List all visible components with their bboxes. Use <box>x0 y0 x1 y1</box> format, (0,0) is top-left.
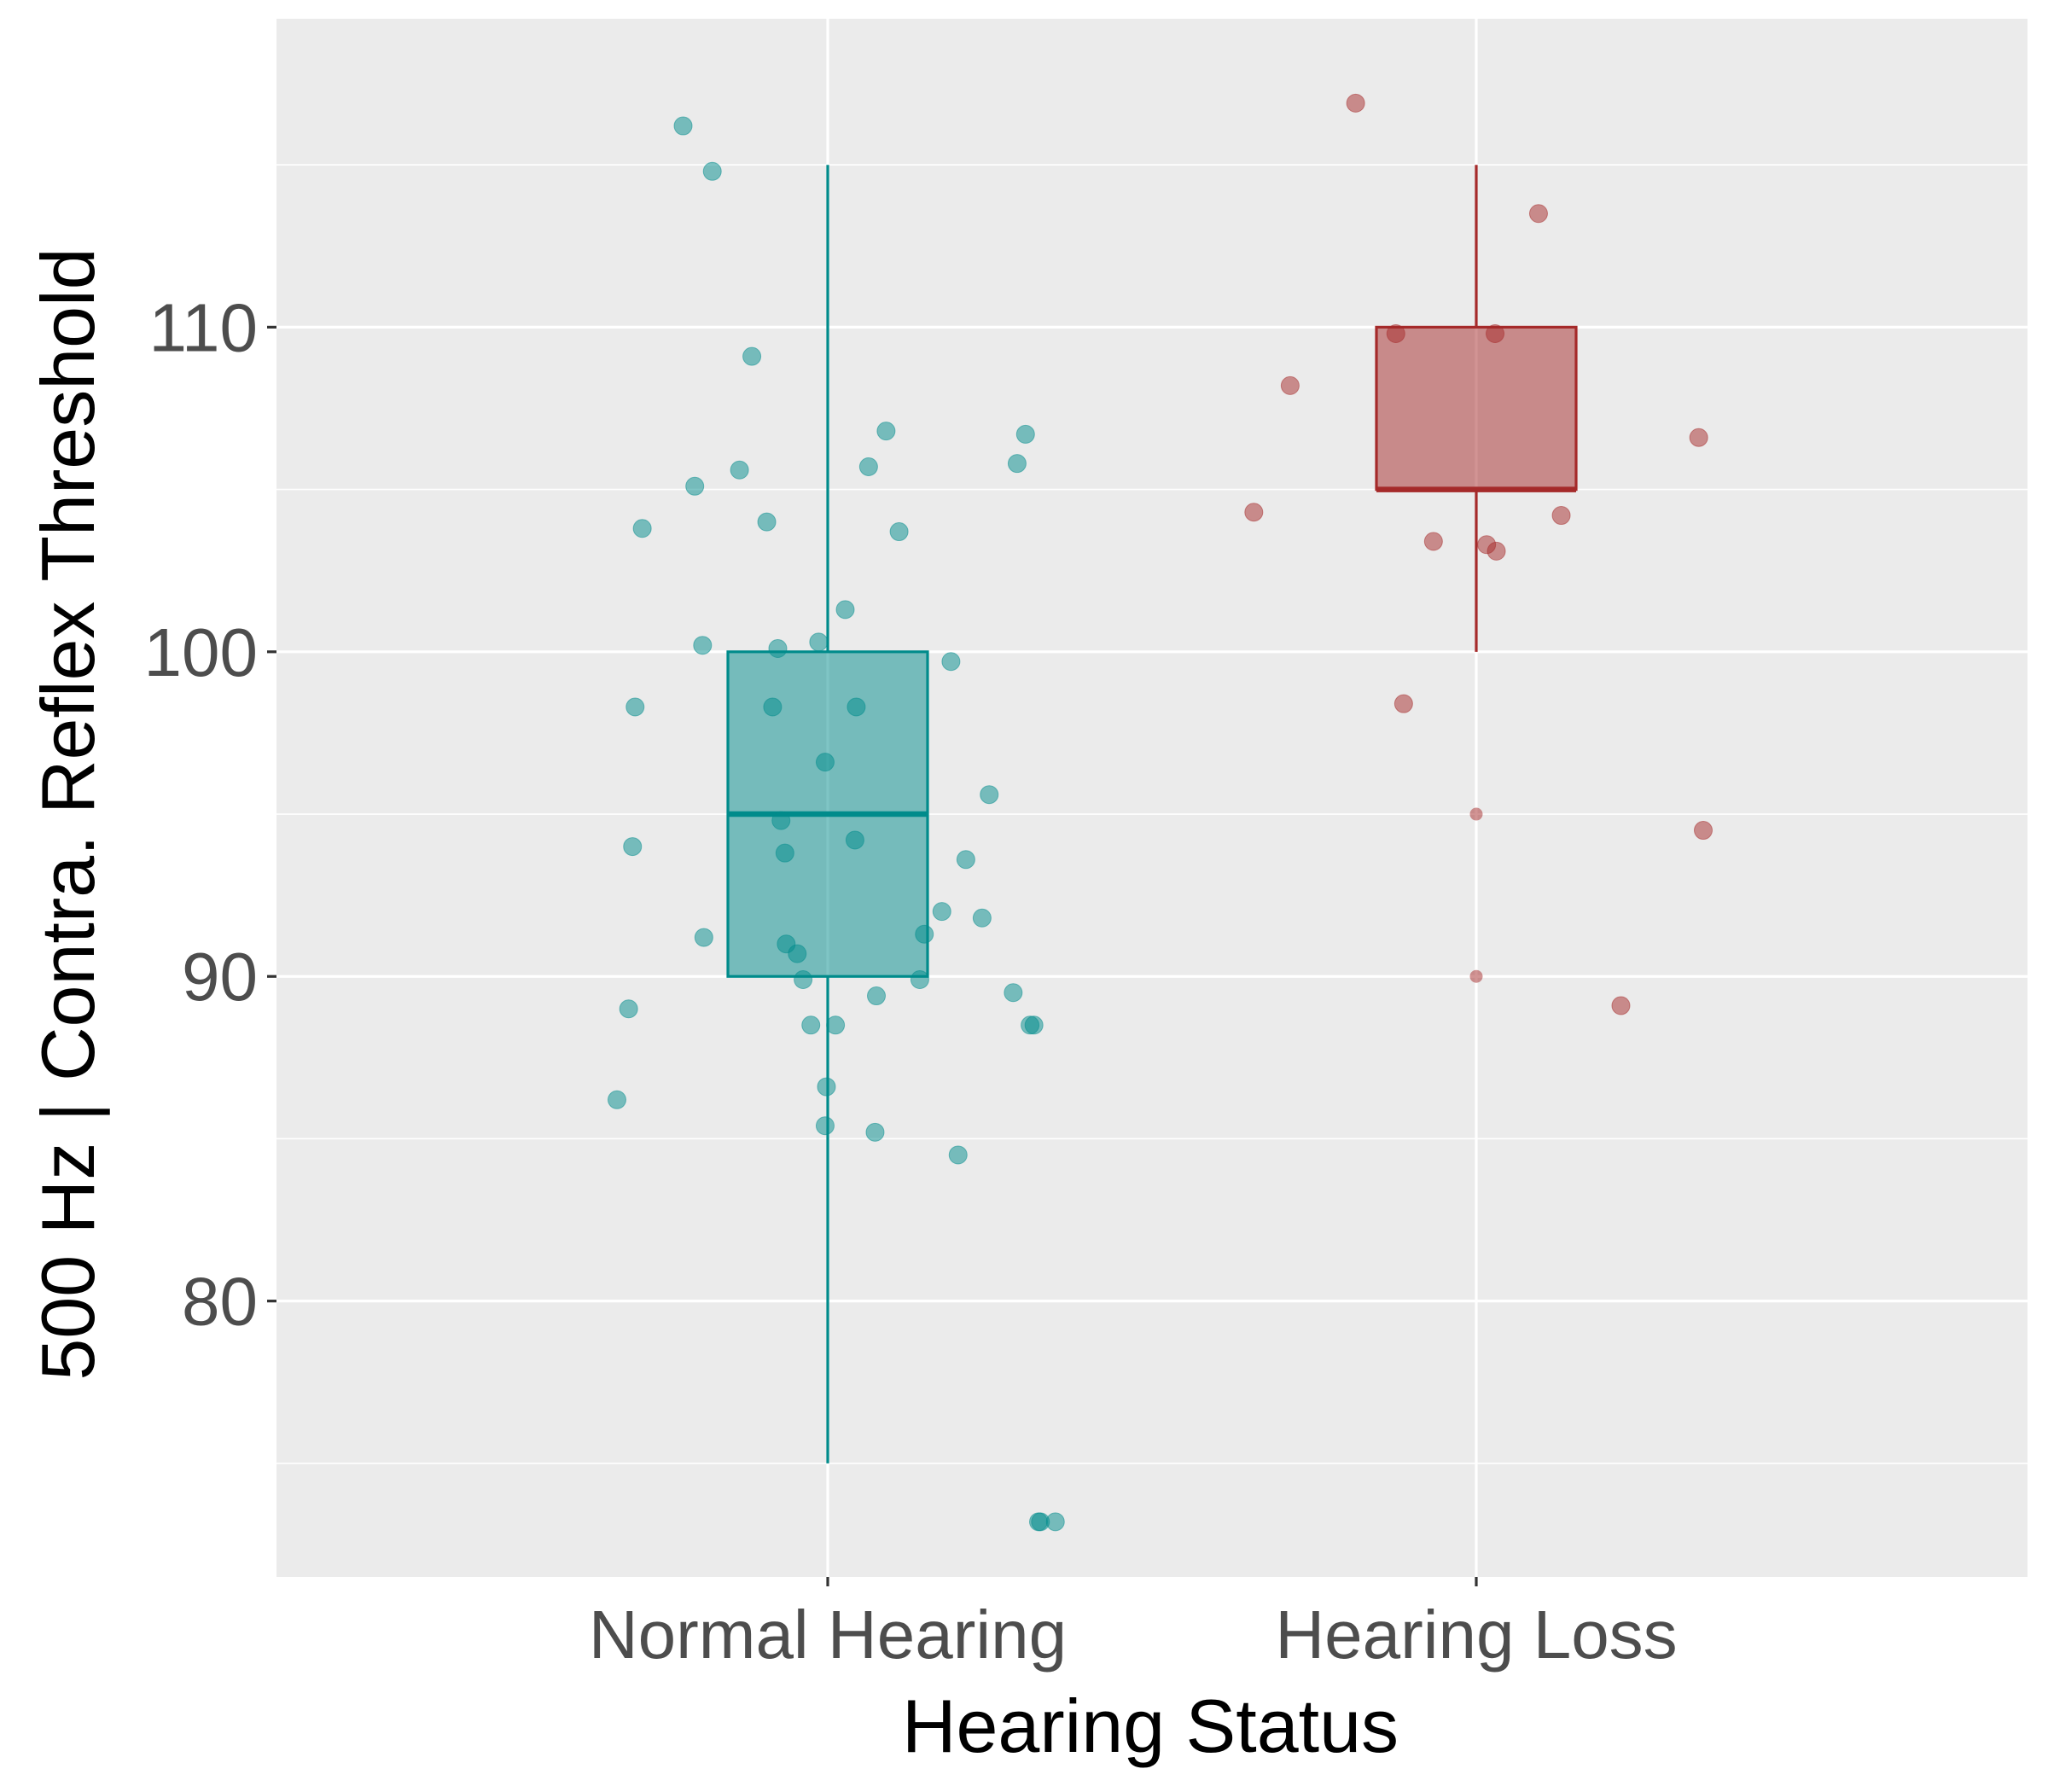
x-tick-label: Hearing Loss <box>1275 1597 1677 1673</box>
data-point <box>694 928 713 947</box>
data-point <box>1487 541 1506 561</box>
data-point <box>1004 983 1023 1003</box>
data-point <box>1551 506 1571 526</box>
data-point <box>1280 375 1300 395</box>
data-point <box>763 697 783 717</box>
data-point <box>685 476 705 496</box>
outlier-point <box>1469 969 1483 983</box>
x-axis-title: Hearing Status <box>902 1684 1399 1768</box>
data-point <box>915 924 934 944</box>
y-tick-label: 80 <box>182 1264 258 1340</box>
data-point <box>847 697 866 717</box>
data-point <box>1611 996 1631 1015</box>
data-point <box>835 600 855 620</box>
data-point <box>794 970 813 990</box>
y-tick-label: 90 <box>182 939 258 1015</box>
data-point <box>768 639 788 659</box>
data-point <box>867 986 886 1006</box>
data-point <box>702 161 722 181</box>
plot-panel <box>276 19 2028 1577</box>
x-tick-label: Normal Hearing <box>589 1597 1067 1673</box>
data-point <box>632 519 652 538</box>
data-point <box>809 632 829 652</box>
data-point <box>1694 821 1713 841</box>
y-tick-label: 100 <box>144 614 258 690</box>
data-point <box>845 830 864 850</box>
data-point <box>801 1015 821 1035</box>
data-point <box>932 902 951 922</box>
y-tick-label: 110 <box>148 289 258 365</box>
data-point <box>1007 454 1027 474</box>
data-point <box>817 1077 836 1097</box>
data-point <box>876 422 896 441</box>
data-point <box>1045 1512 1065 1532</box>
data-point <box>757 512 777 532</box>
data-point <box>693 636 713 655</box>
data-point <box>865 1122 885 1142</box>
box-iqr <box>1375 325 1578 492</box>
data-point <box>1689 428 1708 447</box>
data-point <box>889 522 909 542</box>
data-point <box>815 753 835 772</box>
data-point <box>1423 532 1443 551</box>
data-point <box>941 652 961 672</box>
data-point <box>742 346 762 366</box>
y-axis-title: 500 Hz | Contra. Reflex Threshold <box>26 247 110 1380</box>
data-point <box>972 908 992 928</box>
data-point <box>1024 1015 1044 1035</box>
data-point <box>619 999 638 1019</box>
data-point <box>673 116 693 136</box>
data-point <box>625 697 645 717</box>
data-point <box>980 785 999 805</box>
data-point <box>1015 424 1035 444</box>
data-point <box>1528 204 1548 224</box>
data-point <box>1393 694 1413 713</box>
data-point <box>775 843 794 863</box>
data-point <box>1244 503 1264 522</box>
data-point <box>910 970 929 990</box>
data-point <box>730 460 749 480</box>
data-point <box>858 457 878 476</box>
data-point <box>1346 93 1365 113</box>
data-point <box>1486 324 1505 344</box>
data-point <box>956 850 975 870</box>
data-point <box>608 1090 626 1109</box>
data-point <box>826 1015 846 1035</box>
data-point <box>771 811 791 830</box>
data-point <box>623 837 643 857</box>
data-point <box>788 944 807 963</box>
data-point <box>948 1145 968 1165</box>
data-point <box>815 1116 835 1136</box>
outlier-point <box>1469 807 1483 821</box>
data-point <box>1386 324 1405 344</box>
